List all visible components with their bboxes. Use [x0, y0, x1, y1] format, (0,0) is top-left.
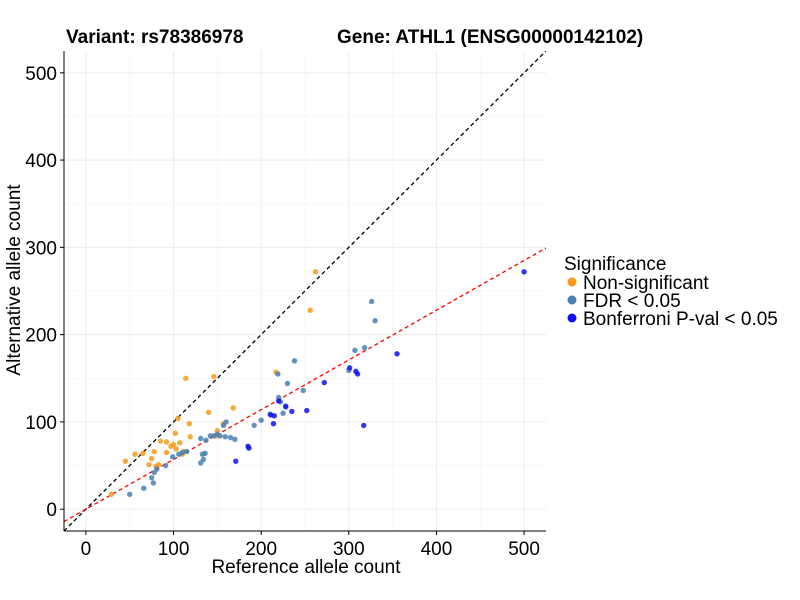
- data-point-series-2: [233, 458, 239, 464]
- data-points: [108, 269, 527, 498]
- data-point-series-2: [289, 408, 295, 415]
- data-point-series-1: [275, 371, 281, 377]
- legend-label-non-significant: Non-significant: [583, 273, 709, 294]
- data-point-series-0: [157, 438, 164, 444]
- y-tick-label: 0: [46, 500, 57, 521]
- legend-title: Significance: [564, 254, 666, 275]
- data-point-series-0: [173, 446, 179, 452]
- data-point-series-0: [140, 450, 146, 457]
- data-point-series-1: [203, 437, 209, 443]
- data-point-series-0: [230, 405, 236, 411]
- legend-key-non-significant: [567, 277, 577, 287]
- y-tick-label: 200: [25, 326, 57, 347]
- x-tick-label: 400: [421, 539, 453, 560]
- data-point-series-0: [146, 461, 152, 468]
- x-axis-title: Reference allele count: [211, 557, 401, 578]
- y-tick-label: 500: [25, 64, 57, 85]
- data-point-series-0: [187, 434, 193, 440]
- data-point-series-1: [169, 454, 176, 460]
- legend-label-bonferroni: Bonferroni P-val < 0.05: [583, 309, 778, 330]
- axes: 0 100 200 300 400 500 0 100 200 300 400 500: [25, 51, 546, 560]
- data-point-series-1: [223, 419, 229, 425]
- y-tick-label: 100: [25, 413, 57, 434]
- variant-title: Variant: rs78386978: [66, 27, 243, 48]
- data-point-series-2: [304, 407, 310, 414]
- data-point-series-2: [271, 413, 278, 419]
- data-point-series-1: [148, 475, 155, 481]
- data-point-series-1: [258, 417, 264, 423]
- data-point-series-0: [211, 373, 217, 380]
- legend: Significance Non-significant FDR < 0.05 …: [564, 254, 778, 330]
- data-point-series-2: [521, 269, 527, 275]
- data-point-series-1: [150, 480, 157, 486]
- data-point-series-1: [183, 448, 190, 455]
- y-tick-label: 400: [25, 151, 57, 172]
- data-point-series-1: [361, 345, 368, 351]
- x-tick-label: 200: [245, 539, 277, 560]
- data-point-series-1: [291, 358, 298, 364]
- data-point-series-0: [205, 409, 212, 416]
- reference-line-fit: [64, 247, 546, 523]
- data-point-series-2: [283, 403, 289, 409]
- data-point-series-2: [270, 420, 277, 427]
- data-point-series-1: [232, 436, 238, 443]
- legend-key-fdr: [567, 295, 577, 305]
- legend-label-fdr: FDR < 0.05: [583, 291, 681, 312]
- data-point-series-1: [200, 456, 207, 463]
- data-point-series-1: [127, 491, 133, 498]
- data-point-series-1: [202, 450, 208, 457]
- gene-title: Gene: ATHL1 (ENSG00000142102): [337, 27, 643, 48]
- data-point-series-1: [284, 380, 291, 387]
- legend-key-bonferroni: [567, 313, 577, 323]
- data-point-series-0: [108, 491, 115, 498]
- data-point-series-0: [176, 440, 183, 446]
- data-point-series-0: [186, 420, 193, 427]
- data-point-series-1: [372, 317, 378, 324]
- data-point-series-1: [352, 347, 358, 354]
- y-tick-label: 300: [25, 238, 57, 259]
- data-point-series-0: [170, 441, 177, 448]
- data-point-series-0: [148, 455, 155, 462]
- reference-lines: [64, 51, 546, 531]
- data-point-series-0: [312, 269, 319, 275]
- data-point-series-2: [246, 445, 252, 451]
- data-point-series-1: [141, 485, 147, 491]
- data-point-series-2: [321, 379, 327, 386]
- data-point-series-1: [368, 298, 375, 305]
- panel-grid: [64, 51, 546, 531]
- x-tick-label: 100: [158, 539, 190, 560]
- data-point-series-0: [172, 430, 178, 436]
- data-point-series-0: [163, 449, 170, 456]
- data-point-series-2: [346, 365, 353, 371]
- data-point-series-1: [222, 434, 228, 440]
- data-point-series-1: [251, 422, 257, 429]
- data-point-series-2: [354, 371, 361, 377]
- x-tick-label: 300: [333, 539, 365, 560]
- data-point-series-1: [154, 466, 160, 472]
- reference-line-identity: [64, 51, 546, 531]
- data-point-series-0: [183, 375, 189, 381]
- x-tick-label: 500: [508, 539, 540, 560]
- data-point-series-0: [122, 458, 129, 464]
- data-point-series-1: [179, 449, 186, 456]
- data-point-series-1: [227, 434, 234, 441]
- data-point-series-2: [276, 398, 282, 404]
- y-axis-title: Alternative allele count: [4, 184, 25, 376]
- data-point-series-1: [162, 462, 169, 469]
- data-point-series-1: [300, 387, 306, 394]
- data-point-series-0: [307, 307, 313, 313]
- data-point-series-0: [132, 451, 138, 457]
- data-point-series-1: [217, 433, 223, 439]
- data-point-series-2: [394, 351, 400, 357]
- data-point-series-0: [155, 461, 162, 468]
- data-point-series-1: [280, 410, 286, 416]
- data-point-series-1: [198, 435, 204, 442]
- x-tick-label: 0: [81, 539, 92, 560]
- data-point-series-0: [163, 439, 170, 445]
- data-point-series-2: [361, 422, 367, 429]
- data-point-series-0: [175, 415, 181, 422]
- data-point-series-0: [151, 448, 157, 455]
